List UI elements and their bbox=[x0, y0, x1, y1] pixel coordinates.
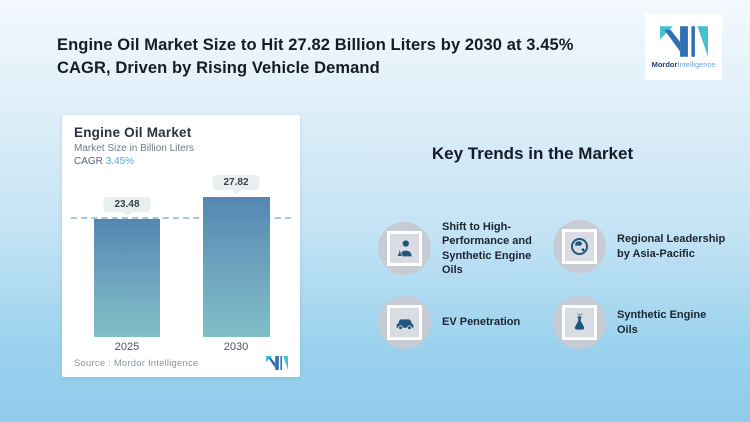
mordor-logo-icon bbox=[659, 25, 708, 57]
trend-icon-circle bbox=[553, 220, 606, 273]
brand-logo: MordorIntelligence bbox=[645, 14, 722, 80]
trend-item-high-performance: Shift to High-Performance and Synthetic … bbox=[378, 220, 554, 277]
bar-2030 bbox=[203, 197, 270, 337]
oil-flask-icon bbox=[562, 305, 597, 340]
mordor-logo-mini-icon bbox=[266, 356, 288, 370]
car-icon bbox=[387, 305, 422, 340]
trend-label: Shift to High-Performance and Synthetic … bbox=[442, 221, 532, 276]
brand-logo-text: MordorIntelligence bbox=[652, 60, 716, 69]
trend-icon-circle bbox=[553, 296, 606, 349]
globe-asia-icon bbox=[562, 229, 597, 264]
value-label-2025: 23.48 bbox=[103, 196, 151, 212]
trend-item-ev-penetration: EV Penetration bbox=[378, 296, 554, 349]
bar-2025 bbox=[94, 218, 160, 337]
trend-icon-circle bbox=[378, 222, 431, 276]
source-text: Source : Mordor Intelligence bbox=[74, 357, 199, 369]
chart-source-row: Source : Mordor Intelligence bbox=[74, 356, 288, 370]
page-title-line2: CAGR, Driven by Rising Vehicle Demand bbox=[57, 59, 380, 78]
market-size-chart-card: Engine Oil Market Market Size in Billion… bbox=[62, 115, 300, 377]
page-title-line1: Engine Oil Market Size to Hit 27.82 Bill… bbox=[57, 36, 574, 54]
brand-name-secondary: Intelligence bbox=[677, 59, 716, 69]
reference-dashed-line bbox=[71, 216, 291, 219]
chart-subtitle: Market Size in Billion Liters bbox=[74, 143, 195, 154]
trend-item-synthetic-oils: Synthetic Engine Oils bbox=[553, 296, 729, 349]
chart-cagr: CAGR 3.45% bbox=[74, 156, 134, 167]
trend-label: Synthetic Engine Oils bbox=[617, 309, 707, 336]
trend-item-asia-pacific: Regional Leadership by Asia-Pacific bbox=[553, 220, 729, 273]
x-axis-label-2025: 2025 bbox=[114, 341, 140, 353]
value-label-2030: 27.82 bbox=[212, 175, 260, 191]
trend-label: EV Penetration bbox=[442, 316, 521, 329]
chart-title: Engine Oil Market bbox=[74, 125, 192, 140]
trend-icon-circle bbox=[378, 296, 431, 349]
brand-name-primary: Mordor bbox=[651, 59, 678, 69]
key-trends-heading: Key Trends in the Market bbox=[431, 144, 634, 163]
cagr-label: CAGR bbox=[74, 156, 103, 167]
trend-label: Regional Leadership by Asia-Pacific bbox=[617, 233, 726, 260]
cagr-value: 3.45% bbox=[105, 156, 135, 167]
page-title: Engine Oil Market Size to Hit 27.82 Bill… bbox=[57, 34, 642, 81]
x-axis-label-2030: 2030 bbox=[223, 341, 249, 353]
scientist-person-icon bbox=[387, 231, 422, 267]
